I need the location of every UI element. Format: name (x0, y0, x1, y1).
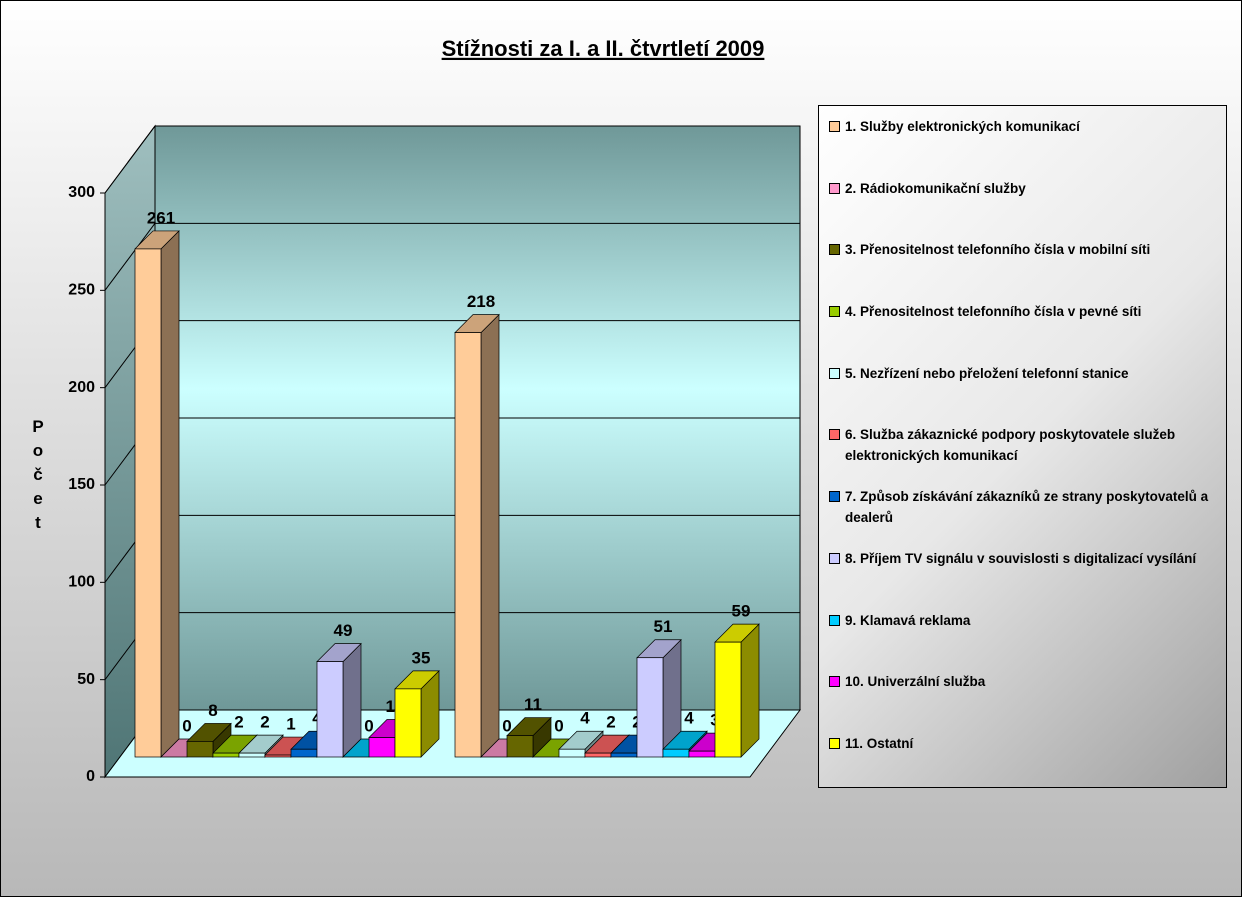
legend-label: 1. Služby elektronických komunikací (845, 119, 1080, 134)
bar (316, 661, 344, 758)
legend-item: 11. Ostatní (829, 733, 1218, 775)
legend-swatch (829, 491, 840, 503)
bar-side (740, 623, 760, 758)
y-tick-label: 150 (68, 476, 95, 493)
bar-side (480, 313, 500, 758)
bar (454, 332, 482, 758)
bar-side (342, 642, 362, 758)
legend-item: 6. Služba zákaznické podpory poskytovate… (829, 424, 1218, 466)
value-label: 2 (260, 713, 269, 732)
bar (584, 752, 612, 758)
legend-label: 5. Nezřízení nebo přeložení telefonní st… (845, 365, 1129, 381)
value-label: 11 (524, 695, 542, 714)
legend-item: 7. Způsob získávání zákazníků ze strany … (829, 486, 1218, 528)
bar (394, 688, 422, 758)
legend-swatch (829, 182, 840, 194)
legend-swatch (829, 244, 840, 256)
legend-item: 3. Přenositelnost telefonního čísla v mo… (829, 239, 1218, 281)
legend-label: 6. Služba zákaznické podpory poskytovate… (845, 427, 1176, 464)
bar (186, 741, 214, 758)
legend-item: 1. Služby elektronických komunikací (829, 116, 1218, 158)
value-label: 2 (234, 713, 243, 732)
legend: 1. Služby elektronických komunikací 2. Rá… (818, 105, 1227, 788)
value-label: 35 (412, 648, 431, 667)
chart-title: Stížnosti za I. a II. čtvrtletí 2009 (442, 36, 765, 61)
value-label: 218 (467, 292, 495, 311)
legend-swatch (829, 614, 840, 626)
legend-swatch (829, 306, 840, 318)
legend-label: 3. Přenositelnost telefonního čísla v mo… (845, 242, 1151, 258)
bar (688, 750, 716, 758)
legend-swatch (829, 429, 840, 441)
legend-label: 4. Přenositelnost telefonního čísla v pe… (845, 304, 1142, 320)
value-label: 8 (208, 701, 217, 720)
value-label: 51 (654, 617, 673, 636)
value-label: 261 (147, 208, 175, 227)
legend-item: 2. Rádiokomunikační služby (829, 178, 1218, 220)
value-label: 0 (502, 716, 511, 735)
grid-line (104, 125, 156, 194)
bar (558, 748, 586, 758)
bar-side (160, 230, 180, 758)
value-label: 49 (334, 621, 353, 640)
value-label: 59 (732, 602, 751, 621)
legend-swatch (829, 676, 840, 688)
bar (134, 248, 162, 758)
y-tick-label: 0 (86, 768, 95, 785)
value-label: 0 (554, 716, 563, 735)
legend-label: 2. Rádiokomunikační služby (845, 180, 1026, 196)
bar (238, 752, 266, 758)
value-label: 0 (364, 716, 373, 735)
y-tick-label: 250 (68, 282, 95, 299)
value-label: 2 (606, 713, 615, 732)
legend-swatch (829, 737, 840, 749)
value-label: 1 (286, 715, 295, 734)
legend-label: 9. Klamavá reklama (845, 612, 971, 628)
legend-swatch (829, 121, 840, 132)
legend-label: 7. Způsob získávání zákazníků ze strany … (845, 489, 1209, 526)
bar (264, 754, 292, 758)
value-label: 4 (580, 709, 590, 728)
y-axis-label: Počet (32, 417, 44, 532)
grid-line (104, 223, 156, 291)
bar (506, 735, 534, 758)
bar (368, 737, 396, 758)
legend-item: 8. Příjem TV signálu v souvislosti s dig… (829, 548, 1218, 590)
legend-swatch (829, 552, 840, 564)
value-label: 4 (684, 709, 694, 728)
legend-item: 4. Přenositelnost telefonního čísla v pe… (829, 301, 1218, 343)
legend-swatch (829, 367, 840, 379)
legend-item: 9. Klamavá reklama (829, 610, 1218, 652)
bar (212, 752, 240, 758)
bar (610, 752, 638, 758)
y-tick-label: 100 (68, 574, 95, 591)
y-tick-label: 300 (68, 184, 95, 201)
legend-item: 5. Nezřízení nebo přeložení telefonní st… (829, 363, 1218, 405)
bar (636, 657, 664, 758)
bar (714, 641, 742, 758)
bar (290, 748, 318, 758)
legend-label: 8. Příjem TV signálu v souvislosti s dig… (845, 550, 1197, 566)
value-label: 0 (182, 716, 191, 735)
legend-item: 10. Univerzální služba (829, 671, 1218, 713)
legend-label: 11. Ostatní (845, 735, 914, 751)
bar (662, 748, 690, 758)
y-tick-label: 200 (68, 379, 95, 396)
legend-label: 10. Univerzální služba (845, 674, 986, 690)
y-tick-label: 50 (77, 671, 95, 688)
